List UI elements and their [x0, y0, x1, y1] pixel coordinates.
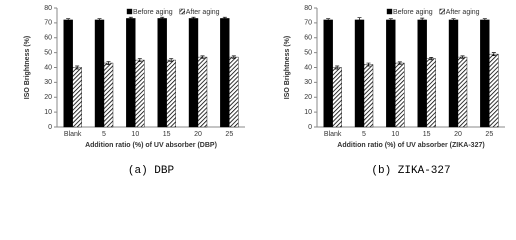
legend-swatch: [386, 8, 393, 15]
bar: [220, 18, 230, 128]
bar: [323, 19, 333, 128]
x-tick-label: 10: [131, 131, 139, 138]
bar: [157, 18, 167, 128]
y-tick-label: 60: [44, 35, 52, 42]
error-bar: [451, 18, 456, 22]
error-bar: [191, 16, 196, 20]
y-tick-label: 70: [304, 20, 312, 27]
y-tick-label: 30: [304, 79, 312, 86]
bar: [197, 56, 208, 128]
error-bar: [460, 55, 465, 59]
bar: [188, 18, 199, 128]
error-bar: [429, 57, 434, 61]
legend-label: After aging: [186, 9, 220, 16]
y-tick-label: 10: [304, 109, 312, 116]
y-tick-label: 10: [44, 109, 52, 116]
y-axis-label: ISO Brightness (%): [24, 36, 31, 99]
error-bar: [169, 58, 174, 62]
legend-label: Before aging: [393, 9, 433, 16]
y-tick-label: 50: [304, 49, 312, 56]
bar: [417, 19, 427, 128]
y-tick-label: 30: [44, 79, 52, 86]
bar: [457, 56, 468, 128]
bar: [63, 19, 73, 128]
caption: (b) ZIKA-327: [371, 165, 450, 177]
y-tick-label: 50: [44, 49, 52, 56]
error-bar: [326, 18, 331, 22]
legend-swatch: [179, 8, 185, 15]
x-tick-label: 25: [485, 131, 493, 138]
y-tick-label: 20: [304, 94, 312, 101]
bar: [103, 62, 114, 128]
x-tick-label: 10: [391, 131, 399, 138]
bar: [354, 19, 365, 128]
x-tick-label: 20: [454, 131, 462, 138]
y-tick-label: 20: [44, 94, 52, 101]
bar: [126, 18, 136, 128]
error-bar: [75, 65, 80, 70]
error-bar: [222, 16, 227, 20]
bar: [426, 58, 436, 128]
error-bar: [200, 55, 205, 59]
error-bar: [482, 18, 487, 22]
y-tick-label: 70: [44, 20, 52, 27]
bar: [94, 19, 105, 128]
error-bar: [335, 65, 340, 70]
bar: [363, 64, 374, 128]
legend-label: After aging: [446, 9, 480, 16]
legend-swatch: [439, 8, 445, 15]
x-axis-label: Addition ratio (%) of UV absorber (ZIKA-…: [337, 142, 484, 149]
y-tick-label: 40: [44, 64, 52, 71]
bar: [166, 59, 176, 128]
error-bar: [491, 52, 496, 56]
error-bar: [160, 16, 165, 20]
caption: (a) DBP: [128, 165, 175, 177]
y-tick-label: 60: [304, 35, 312, 42]
x-tick-label: Blank: [64, 131, 82, 138]
x-tick-label: Blank: [324, 131, 342, 138]
x-tick-label: 15: [163, 131, 171, 138]
y-tick-label: 0: [48, 124, 52, 131]
error-bar: [137, 58, 142, 62]
bar: [489, 53, 499, 128]
x-tick-label: 15: [423, 131, 431, 138]
bar: [386, 19, 396, 128]
y-tick-label: 0: [308, 124, 312, 131]
bar: [395, 62, 405, 128]
error-bar: [66, 18, 71, 22]
bar: [135, 59, 145, 128]
x-tick-label: 5: [362, 131, 366, 138]
legend-swatch: [126, 8, 133, 15]
y-tick-label: 80: [44, 5, 52, 12]
x-tick-label: 25: [225, 131, 233, 138]
error-bar: [388, 18, 393, 22]
error-bar: [231, 55, 236, 59]
error-bar: [420, 17, 425, 23]
bar: [72, 67, 82, 128]
legend-label: Before aging: [133, 9, 173, 16]
error-bar: [357, 17, 362, 23]
y-tick-label: 40: [304, 64, 312, 71]
x-tick-label: 20: [194, 131, 202, 138]
error-bar: [128, 16, 133, 20]
error-bar: [106, 61, 111, 65]
y-tick-label: 80: [304, 5, 312, 12]
bar: [332, 67, 342, 128]
error-bar: [397, 61, 402, 65]
error-bar: [366, 62, 371, 67]
bar: [229, 56, 239, 128]
bar: [448, 19, 459, 128]
error-bar: [97, 18, 102, 22]
x-axis-label: Addition ratio (%) of UV absorber (DBP): [85, 142, 217, 149]
x-tick-label: 5: [102, 131, 106, 138]
bar: [480, 19, 490, 128]
y-axis-label: ISO Brightness (%): [284, 36, 291, 99]
